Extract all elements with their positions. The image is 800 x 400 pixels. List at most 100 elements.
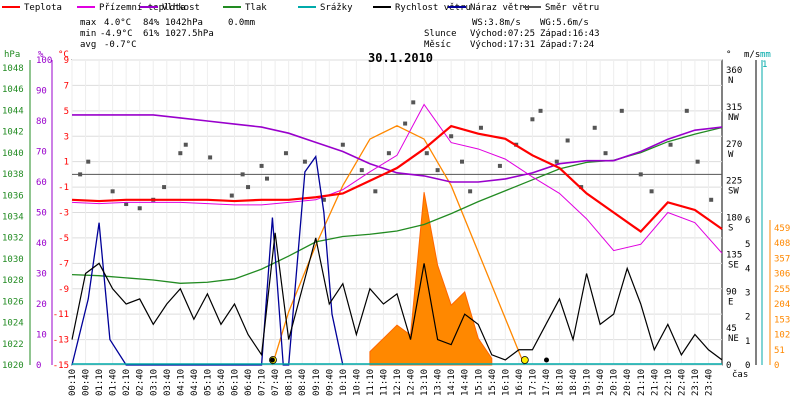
wind-direction-point [638, 172, 643, 177]
wind-direction-point [468, 189, 473, 194]
pressure-tick-label: 1048 [2, 64, 24, 74]
wind-gust-line [71, 154, 344, 366]
temperature-line [71, 124, 723, 234]
wind-tick-label: 4 [745, 264, 750, 274]
wind-direction-point [373, 189, 378, 194]
ground-temperature-line [71, 103, 723, 254]
info-sun-rise: Východ:07:25 [470, 29, 535, 39]
direction-tick-dir: SW [728, 187, 739, 197]
x-tick-label: 04:10 [176, 369, 186, 396]
x-tick-label: 07:10 [258, 369, 268, 396]
wind-direction-point [110, 189, 115, 194]
wind-direction-point [619, 108, 624, 113]
direction-tick-label: 180 [726, 214, 742, 224]
x-tick-label: 01:40 [109, 369, 119, 396]
temperature-tick-label: 5 [64, 107, 69, 117]
wind-speed-line [71, 232, 723, 361]
humidity-tick-label: 10 [36, 331, 47, 341]
x-tick-label: 23:10 [691, 369, 701, 396]
x-tick-label: 08:40 [298, 369, 308, 396]
stats-min-hum: 61% [143, 29, 160, 39]
pressure-tick-label: 1032 [2, 234, 24, 244]
stats-max-rain: 0.0mm [228, 18, 255, 28]
time-axis-label: čas [732, 369, 748, 380]
pressure-tick-label: 1042 [2, 128, 24, 138]
direction-tick-label: 270 [726, 140, 742, 150]
x-tick-label: 14:40 [461, 369, 471, 396]
wind-direction-point [283, 151, 288, 156]
chart-title: 30.1.2010 [368, 51, 433, 65]
temperature-tick-label: -7 [58, 259, 69, 269]
direction-tick-dir: SE [728, 260, 739, 270]
x-tick-label: 20:40 [623, 369, 633, 396]
pressure-tick-label: 1040 [2, 149, 24, 159]
legend-label: Vlhkost [162, 3, 200, 13]
humidity-tick-label: 80 [36, 117, 47, 127]
humidity-tick-label: 100 [36, 56, 52, 66]
x-tick-label: 15:40 [488, 369, 498, 396]
solar-tick-label: 51 [774, 346, 785, 356]
wind-direction-point [302, 159, 307, 164]
x-tick-label: 05:40 [217, 369, 227, 396]
wind-direction-point [162, 185, 167, 190]
temperature-tick-label: -11 [53, 310, 69, 320]
info-wg: WG:5.6m/s [540, 18, 589, 28]
x-tick-label: 21:40 [650, 369, 660, 396]
humidity-tick-label: 90 [36, 87, 47, 97]
humidity-tick-label: 40 [36, 239, 47, 249]
temperature-tick-label: 7 [64, 81, 69, 91]
wind-tick-label: 6 [745, 216, 750, 226]
humidity-tick-label: 50 [36, 209, 47, 219]
x-tick-label: 06:10 [231, 369, 241, 396]
stats-min-temp: -4.9°C [100, 29, 133, 39]
pressure-tick-label: 1026 [2, 297, 24, 307]
direction-tick-dir: S [728, 224, 733, 234]
direction-tick-dir: NW [728, 113, 739, 123]
wind-direction-point [321, 197, 326, 202]
x-tick-label: 19:40 [596, 369, 606, 396]
wind-direction-point [86, 159, 91, 164]
wind-direction-point [340, 142, 345, 147]
info-sun-set: Západ:16:43 [540, 29, 600, 39]
wind-direction-point [411, 100, 416, 105]
wind-direction-point [592, 125, 597, 130]
x-tick-label: 16:10 [501, 369, 511, 396]
wind-direction-point [709, 197, 714, 202]
stats-max-hum: 84% [143, 18, 160, 28]
x-tick-label: 03:10 [149, 369, 159, 396]
x-tick-label: 00:40 [82, 369, 92, 396]
direction-tick-dir: N [728, 76, 733, 86]
wind-tick-label: 0 [745, 361, 750, 371]
stats-max-temp: 4.0°C [104, 18, 131, 28]
x-tick-label: 15:10 [474, 369, 484, 396]
wind-direction-point [695, 159, 700, 164]
wind-tick-label: 5 [745, 240, 750, 250]
temperature-tick-label: -5 [58, 234, 69, 244]
rain-axis-top: 1 [762, 60, 767, 70]
rain-axis-label: mm [760, 50, 771, 60]
wind-direction-point [538, 108, 543, 113]
wind-direction-point [668, 142, 673, 147]
wind-direction-point [240, 172, 245, 177]
wind-direction-point [178, 151, 183, 156]
wind-direction-point [554, 159, 559, 164]
wind-direction-point [183, 142, 188, 147]
x-tick-label: 01:10 [95, 369, 105, 396]
legend-label: Teplota [24, 3, 62, 13]
direction-tick-label: 90 [726, 287, 737, 297]
wind-direction-point [449, 134, 454, 139]
pressure-tick-label: 1030 [2, 255, 24, 265]
info-ws: WS:3.8m/s [472, 18, 521, 28]
x-tick-label: 12:10 [393, 369, 403, 396]
x-tick-label: 12:40 [407, 369, 417, 396]
temperature-axis-label: °C [58, 50, 69, 60]
info-moon-label: Měsíc [424, 40, 451, 50]
wind-direction-point [649, 189, 654, 194]
info-sun-label: Slunce [424, 29, 457, 39]
x-tick-label: 06:40 [244, 369, 254, 396]
stats-avg-label: avg [80, 40, 96, 50]
direction-tick-label: 360 [726, 66, 742, 76]
x-tick-label: 19:10 [583, 369, 593, 396]
